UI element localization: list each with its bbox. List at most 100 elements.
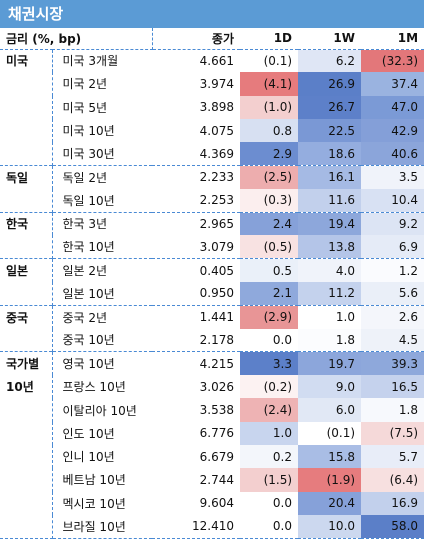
close-value: 4.215 (152, 351, 241, 376)
group-label (0, 118, 53, 143)
close-value: 0.950 (199, 286, 235, 301)
change-1m: 5.6 (361, 281, 424, 306)
table-row: 인도 10년 6.776 1.0 (0.1) (7.5) (0, 421, 424, 446)
close-value: 3.898 (199, 100, 235, 115)
change-1w: 26.9 (298, 72, 362, 96)
bond-name: 중국 2년 (52, 304, 153, 329)
bond-name: 미국 3개월 (62, 54, 119, 69)
change-1m: (7.5) (361, 421, 424, 446)
close-value: 4.661 (199, 53, 235, 68)
bond-name: 한국 3년 (52, 211, 153, 236)
bond-name: 이탈리아 10년 (62, 403, 137, 418)
group-label (0, 514, 53, 539)
group-label (0, 328, 53, 352)
group-label: 중국 (0, 304, 53, 329)
change-1d: 1.0 (240, 421, 299, 446)
header-1d: 1D (240, 28, 299, 50)
bond-name: 멕시코 10년 (62, 496, 126, 511)
bond-name: 미국 5년 (62, 100, 108, 115)
change-1m: 1.8 (361, 398, 424, 422)
change-1d: (0.2) (240, 375, 299, 399)
change-1d: 2.1 (240, 281, 299, 306)
group-label: 미국 (0, 49, 53, 73)
change-1w: 19.4 (298, 211, 362, 236)
change-1w: 26.7 (298, 95, 362, 119)
change-1w: 1.0 (298, 304, 362, 329)
change-1w: 4.0 (298, 258, 362, 282)
change-1w: 20.4 (298, 491, 362, 515)
change-1d: (2.9) (240, 304, 299, 329)
table-row: 미국 미국 3개월 4.661 (0.1) 6.2 (32.3) (0, 49, 424, 73)
change-1m: 42.9 (361, 118, 424, 143)
header-1m: 1M (361, 28, 424, 50)
change-1m: 16.5 (361, 375, 424, 399)
change-1w: 22.5 (298, 118, 362, 143)
table-row: 한국 10년 3.079 (0.5) 13.8 6.9 (0, 235, 424, 259)
table-row: 국가별 영국 10년 4.215 3.3 19.7 39.3 (0, 351, 424, 376)
table-row: 미국 30년 4.369 2.9 18.6 40.6 (0, 142, 424, 166)
close-value: 2.965 (152, 211, 241, 236)
change-1w: 13.8 (298, 235, 362, 259)
change-1d: 2.9 (240, 142, 299, 166)
change-1m: 40.6 (361, 142, 424, 166)
close-value: 0.405 (152, 258, 241, 282)
table-row: 일본 10년 0.950 2.1 11.2 5.6 (0, 281, 424, 306)
change-1d: (1.5) (240, 468, 299, 492)
group-label (0, 235, 53, 259)
table-row: 브라질 10년 12.410 0.0 10.0 58.0 (0, 514, 424, 539)
close-value: 2.178 (199, 332, 235, 347)
change-1d: (2.4) (240, 398, 299, 422)
change-1d: (0.5) (240, 235, 299, 259)
bond-name: 베트남 10년 (62, 473, 126, 488)
bond-name: 영국 10년 (52, 351, 153, 376)
group-label: 한국 (0, 211, 53, 236)
bond-name: 독일 2년 (52, 164, 153, 189)
change-1w: 9.0 (298, 375, 362, 399)
change-1w: 15.8 (298, 445, 362, 469)
bond-name: 일본 10년 (62, 286, 115, 301)
change-1m: 37.4 (361, 72, 424, 96)
group-label: 독일 (0, 164, 53, 189)
header-rate-label: 금리 (%, bp) (0, 28, 153, 50)
change-1d: 3.3 (240, 351, 299, 376)
group-label (0, 491, 53, 515)
change-1w: 6.0 (298, 398, 362, 422)
change-1w: 6.2 (298, 49, 362, 73)
table-row: 10년 프랑스 10년 3.026 (0.2) 9.0 16.5 (0, 375, 424, 399)
change-1m: 5.7 (361, 445, 424, 469)
change-1d: (0.1) (240, 49, 299, 73)
change-1d: 0.5 (240, 258, 299, 282)
change-1d: (1.0) (240, 95, 299, 119)
group-label (0, 95, 53, 119)
change-1m: 9.2 (361, 211, 424, 236)
bond-name: 미국 2년 (62, 77, 108, 92)
bond-name: 브라질 10년 (52, 514, 153, 539)
change-1d: 0.2 (240, 445, 299, 469)
change-1w: 11.6 (298, 188, 362, 213)
group-label: 일본 (0, 258, 53, 282)
header-close: 종가 (152, 28, 241, 50)
change-1d: (0.3) (240, 188, 299, 213)
table-row: 이탈리아 10년 3.538 (2.4) 6.0 1.8 (0, 398, 424, 422)
group-label (0, 398, 53, 422)
close-value: 2.744 (199, 472, 235, 487)
table-row: 일본 일본 2년 0.405 0.5 4.0 1.2 (0, 258, 424, 282)
close-value: 2.233 (152, 164, 241, 189)
change-1m: 6.9 (361, 235, 424, 259)
change-1d: 0.8 (240, 118, 299, 143)
close-value: 3.026 (199, 379, 235, 394)
close-value: 3.079 (199, 239, 235, 254)
table-row: 인니 10년 6.679 0.2 15.8 5.7 (0, 445, 424, 469)
bond-name: 프랑스 10년 (62, 380, 126, 395)
bond-name: 중국 10년 (62, 333, 115, 348)
close-value: 3.974 (199, 76, 235, 91)
change-1m: 3.5 (361, 164, 424, 189)
change-1m: 16.9 (361, 491, 424, 515)
change-1w: 18.6 (298, 142, 362, 166)
header-row: 금리 (%, bp) 종가 1D 1W 1M (0, 28, 424, 50)
change-1d: 0.0 (240, 514, 299, 539)
bond-name: 인도 10년 (62, 426, 115, 441)
change-1d: 2.4 (240, 211, 299, 236)
table-row: 한국 한국 3년 2.965 2.4 19.4 9.2 (0, 211, 424, 236)
bond-name: 미국 10년 (62, 124, 115, 139)
